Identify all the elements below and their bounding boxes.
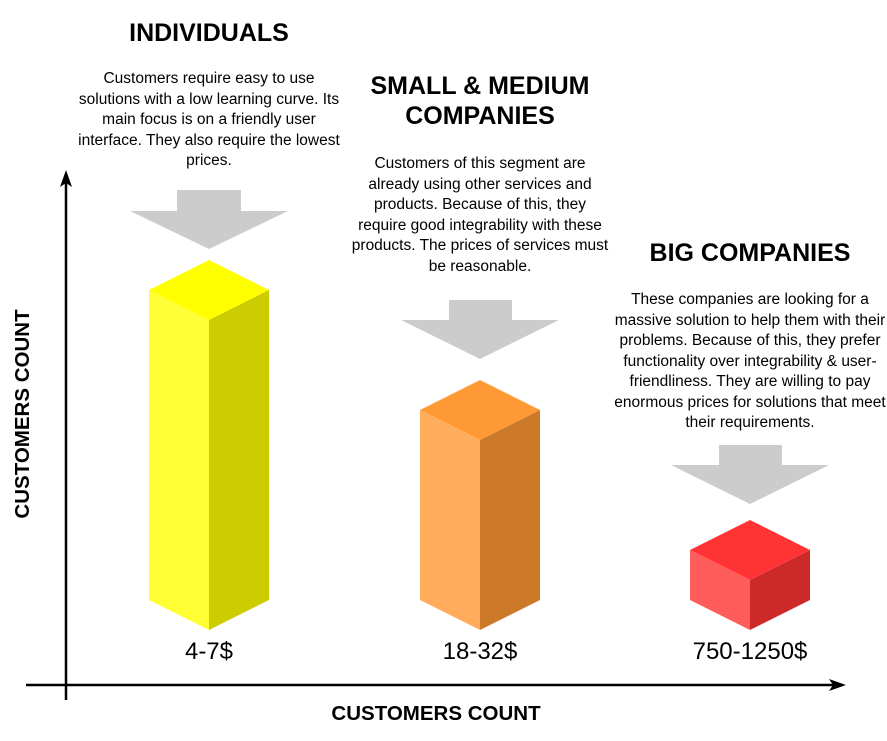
axes [26,170,846,700]
segment-description-big-companies: These companies are looking for a massiv… [614,291,886,431]
y-axis-arrowhead [60,170,72,187]
price-label-individuals: 4-7$ [184,638,234,665]
bar-front-face [420,410,480,630]
bar-side-face [209,290,269,630]
segment-title-small-medium-companies: SMALL & MEDIUM COMPANIES [370,72,590,130]
bar-small-medium-companies [420,380,540,630]
bar-front-face [690,550,750,630]
down-arrow-icon [401,300,559,359]
down-arrow-icon [671,445,829,504]
segment-title-individuals: INDIVIDUALS [129,19,289,47]
y-axis-label: CUSTOMERS COUNT [11,309,34,519]
segment-description-individuals: Customers require easy to use solutions … [78,70,340,169]
bar-front-face [149,290,209,630]
down-arrows [130,190,829,504]
price-label-big-companies: 750-1250$ [692,638,808,665]
price-label-small-medium-companies: 18-32$ [442,638,518,665]
x-axis-label: CUSTOMERS COUNT [331,702,541,725]
x-axis-arrowhead [829,679,846,691]
bar-side-face [750,550,810,630]
down-arrow-icon [130,190,288,249]
bar-big-companies [690,520,810,630]
bar-side-face [480,410,540,630]
segment-description-small-medium-companies: Customers of this segment are already us… [351,155,609,275]
bar-individuals [149,260,269,630]
segment-title-big-companies: BIG COMPANIES [649,239,851,267]
